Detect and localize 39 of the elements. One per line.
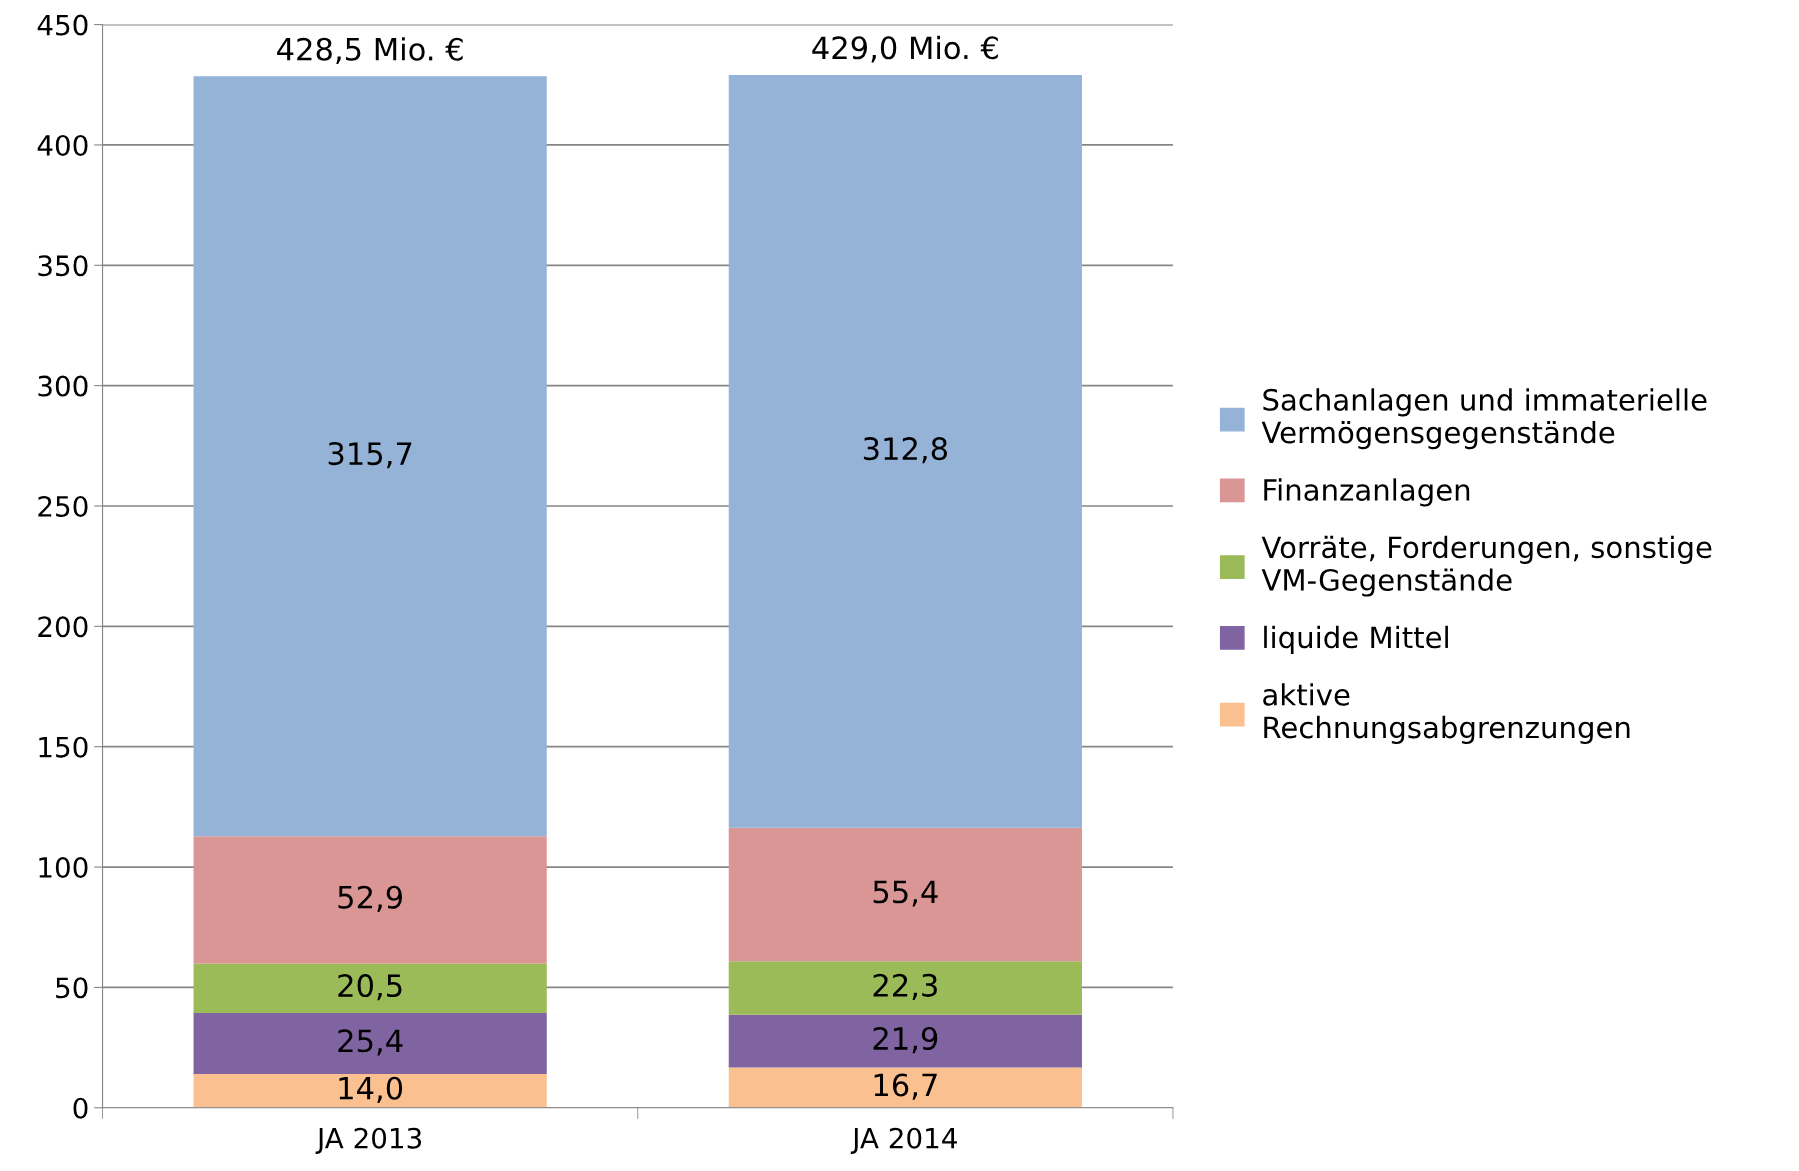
legend-label: Vorräte, Forderungen, sonstige VM-Gegenstände xyxy=(1261,535,1712,597)
data-label: 55,4 xyxy=(873,880,938,907)
data-label: 22,3 xyxy=(873,973,937,1000)
y-tick-label: 100 xyxy=(39,857,88,879)
y-tick-label: 450 xyxy=(37,14,88,36)
bar xyxy=(193,836,547,964)
legend-label: aktive Rechnungsabgrenzungen xyxy=(1263,683,1630,745)
y-tick-label: 150 xyxy=(39,736,88,758)
data-label: 52,9 xyxy=(338,885,403,912)
x-tick-label: JA 2014 xyxy=(850,1127,957,1154)
data-label: 25,4 xyxy=(338,1029,403,1056)
data-label: 21,9 xyxy=(873,1026,938,1054)
data-label: 16,7 xyxy=(874,1073,937,1100)
legend-label: Finanzanlagen xyxy=(1264,478,1470,507)
total-label: 429,0 Mio. € xyxy=(812,35,998,63)
x-tick-label: JA 2013 xyxy=(315,1127,422,1154)
bar xyxy=(728,1014,1082,1068)
bar xyxy=(728,74,1082,828)
bar xyxy=(193,1074,547,1108)
data-label: 14,0 xyxy=(339,1076,403,1103)
total-label: 428,5 Mio. € xyxy=(277,37,463,64)
bar xyxy=(193,963,547,1013)
y-tick-label: 200 xyxy=(38,616,88,638)
data-label: 315,7 xyxy=(328,442,412,469)
legend-label: liquide Mittel xyxy=(1264,625,1448,655)
data-label: 312,8 xyxy=(863,437,947,464)
bar xyxy=(728,827,1082,962)
y-tick-label: 400 xyxy=(37,134,88,156)
data-label: 20,5 xyxy=(338,974,402,1001)
bar xyxy=(193,76,547,837)
y-tick-label: 250 xyxy=(38,495,88,517)
y-tick-label: 50 xyxy=(56,977,88,999)
y-tick-label: 0 xyxy=(73,1097,88,1119)
y-tick-label: 350 xyxy=(38,255,88,277)
bar xyxy=(193,1012,547,1075)
bar xyxy=(728,1067,1082,1108)
y-tick-label: 300 xyxy=(38,375,88,397)
legend-label: Sachanlagen und immaterielle Vermögensgegenstände xyxy=(1261,388,1707,450)
bar xyxy=(728,961,1082,1015)
